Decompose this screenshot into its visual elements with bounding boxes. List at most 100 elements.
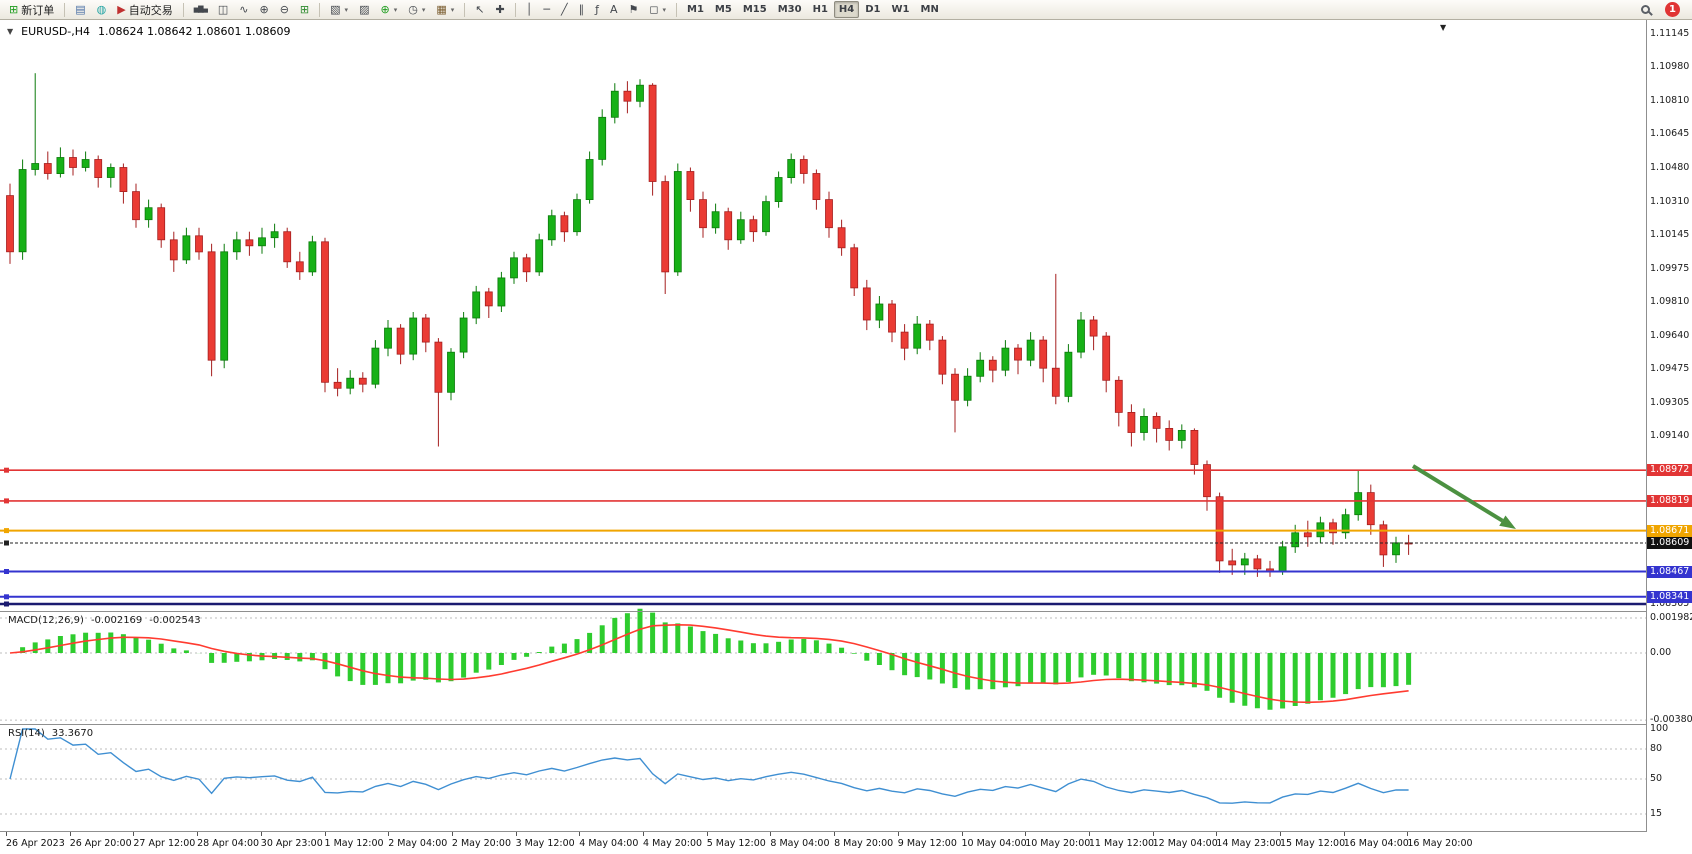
time-axis-label: 16 May 04:00 [1343,838,1409,849]
line-anchor-handle[interactable] [4,540,9,546]
notification-badge[interactable]: 1 [1665,2,1680,17]
channel-button[interactable]: ∥ [574,1,590,18]
vertical-line-button[interactable]: │ [521,1,538,18]
candle-body [484,291,493,307]
timeframe-w1[interactable]: W1 [887,1,915,18]
timeframe-m30[interactable]: M30 [773,1,807,18]
price-axis-label: 1.09640 [1650,330,1690,342]
candle-body [673,171,682,273]
time-axis-tick [770,832,772,836]
macd-rsi-separator[interactable] [0,724,1692,725]
time-axis-tick [324,832,326,836]
toolbar-separator [319,2,321,17]
charts-button[interactable]: ▤ [70,1,90,18]
timeframe-d1-label: D1 [865,4,881,15]
crosshair-button[interactable]: ✚ [490,1,509,18]
search-button[interactable] [1636,1,1655,18]
line-chart-button[interactable]: ∿ [234,1,253,18]
time-axis-tick [197,832,199,836]
new-order-button[interactable]: ⊞ 新订单 [4,1,59,18]
text-button[interactable]: A [605,1,623,18]
price-axis-label: 1.10810 [1650,95,1690,107]
candle-body [686,171,695,201]
line-anchor-handle[interactable] [4,569,9,574]
time-axis[interactable]: 26 Apr 2023 26 Apr 20:00 27 Apr 12:00 28 Ap… [0,832,1646,854]
price-axis-label: 1.09810 [1650,295,1690,307]
candle-body [711,211,720,229]
main-macd-separator[interactable] [0,611,1692,612]
time-axis-label: 26 Apr 2023 [6,838,65,849]
candle-body [56,157,65,175]
candle-body [661,181,670,273]
timeframe-m5[interactable]: M5 [710,1,737,18]
add-indicator-button[interactable]: ⊕ ▾ [375,1,402,18]
time-axis-tick [834,832,836,836]
trendline-button[interactable]: ╱ [556,1,573,18]
collapse-arrow-icon[interactable]: ▼ [7,27,14,36]
time-axis-label: 16 May 20:00 [1407,838,1473,849]
price-axis[interactable]: 1.11145 1.10980 1.10810 1.10645 1.10480 1.103… [1647,0,1692,854]
tile-windows-button[interactable]: ⊞ [295,1,314,18]
shapes-button[interactable]: ◻ ▾ [644,1,671,18]
autotrading-button[interactable]: ▶ 自动交易 [112,1,177,18]
line-anchor-handle[interactable] [4,601,9,607]
new-order-button-icon: ⊞ [9,3,19,16]
zoom-in-button[interactable]: ⊕ [254,1,273,18]
autotrading-button-label: 自动交易 [128,3,173,17]
trend-arrow[interactable] [1411,464,1504,523]
timeframe-m15[interactable]: M15 [738,1,772,18]
chart-title: ▼ EURUSD-,H4 1.08624 1.08642 1.08601 1.0… [7,25,291,38]
candle-body [1278,546,1287,572]
price-axis-label: 1.10980 [1650,61,1690,73]
candle-body [459,317,468,353]
candle-body [144,207,153,221]
toolbar: ⊞ 新订单 ▤ ◍ ▶ 自动交易 ▅▇▄ ◫ ∿ ⊕ ⊖ ⊞ ▧ ▾ ▨ ⊕ ▾ ◷ ▾ ▦ ▾ ↖ ✚ │ ─ ╱ ∥ ƒ A ⚑ ◻ ▾ M… [0,0,1692,20]
candle-body [888,303,896,333]
cursor-button[interactable]: ↖ [470,1,489,18]
templates-button-icon: ▦ [436,3,447,16]
toolbar-groups: ⊞ 新订单 ▤ ◍ ▶ 自动交易 ▅▇▄ ◫ ∿ ⊕ ⊖ ⊞ ▧ ▾ ▨ ⊕ ▾ ◷ ▾ ▦ ▾ ↖ ✚ │ ─ ╱ ∥ ƒ A ⚑ ◻ ▾ M… [4,0,944,19]
timeframe-m1[interactable]: M1 [682,1,709,18]
candle-body [69,157,77,168]
ohlc-values: 1.08624 1.08642 1.08601 1.08609 [98,25,291,38]
zoom-out-button[interactable]: ⊖ [275,1,294,18]
toolbar-separator [514,2,516,17]
label-button[interactable]: ⚑ [623,1,643,18]
profiles-list-button[interactable]: ▨ [354,1,374,18]
candle-body [1366,492,1375,526]
candlestick-chart-button[interactable]: ◫ [213,1,233,18]
line-anchor-handle[interactable] [4,594,9,600]
line-anchor-handle[interactable] [4,498,9,504]
metaeditor-button[interactable]: ◍ [92,1,112,18]
candle-body [1228,560,1237,566]
new-chart-button[interactable]: ▧ ▾ [325,1,353,18]
candle-body [1014,347,1022,361]
rsi-timeaxis-separator [0,831,1692,832]
toolbar-separator [464,2,466,17]
timeframe-mn[interactable]: MN [916,1,944,18]
bars-chart-button[interactable]: ▅▇▄ [189,1,212,18]
metaeditor-button-icon: ◍ [96,3,107,16]
timeframe-h1[interactable]: H1 [808,1,833,18]
rsi-value: 33.3670 [51,728,94,739]
horizontal-line-button[interactable]: ─ [538,1,555,18]
timeframe-h4[interactable]: H4 [833,1,860,18]
line-anchor-handle[interactable] [4,467,9,473]
timeframe-d1[interactable]: D1 [860,1,885,18]
periods-button[interactable]: ◷ ▾ [403,1,430,18]
channel-button-icon: ∥ [578,3,585,16]
rsi-axis-label: 100 [1650,723,1669,734]
templates-button[interactable]: ▦ ▾ [431,1,459,18]
line-anchor-handle[interactable] [4,528,9,534]
candle-body [951,373,959,401]
periods-button-icon: ◷ [408,3,418,16]
time-axis-label: 10 May 20:00 [1025,838,1091,849]
chart-shift-marker-icon[interactable]: ▼ [1440,23,1447,32]
candle-body [762,201,770,233]
candle-body [132,191,140,221]
fibonacci-button[interactable]: ƒ [590,1,604,18]
time-axis-label: 10 May 04:00 [961,838,1027,849]
timeframe-m1-label: M1 [687,4,704,15]
time-axis-label: 30 Apr 23:00 [260,838,323,849]
